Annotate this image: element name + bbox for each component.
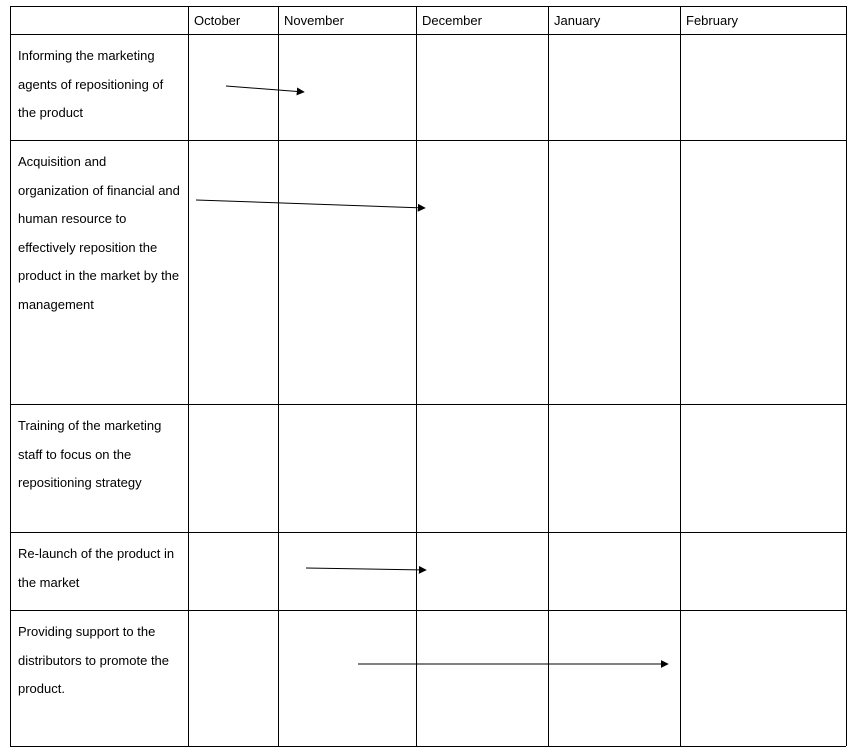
gantt-arrows	[10, 6, 846, 746]
grid-hline	[10, 140, 846, 141]
column-header: November	[278, 6, 422, 34]
grid-vline	[548, 6, 549, 746]
task-label: Re-launch of the product in the market	[10, 532, 188, 610]
grid-vline	[10, 6, 11, 746]
grid-hline	[10, 610, 846, 611]
timeline-arrow	[196, 200, 425, 208]
task-label: Informing the marketing agents of reposi…	[10, 34, 188, 140]
task-label: Acquisition and organization of financia…	[10, 140, 188, 404]
timeline-arrow	[306, 568, 426, 570]
grid-hline	[10, 404, 846, 405]
column-header: October	[188, 6, 284, 34]
grid-hline	[10, 6, 846, 7]
grid-vline	[846, 6, 847, 746]
grid-hline	[10, 34, 846, 35]
grid-vline	[416, 6, 417, 746]
gantt-chart: OctoberNovemberDecemberJanuaryFebruaryIn…	[10, 6, 846, 746]
grid-vline	[680, 6, 681, 746]
grid-vline	[188, 6, 189, 746]
column-header: January	[548, 6, 686, 34]
column-header: February	[680, 6, 852, 34]
timeline-arrow	[226, 86, 304, 92]
grid-hline	[10, 746, 846, 747]
task-label: Providing support to the distributors to…	[10, 610, 188, 746]
task-label: Training of the marketing staff to focus…	[10, 404, 188, 532]
grid-hline	[10, 532, 846, 533]
grid-vline	[278, 6, 279, 746]
column-header: December	[416, 6, 554, 34]
